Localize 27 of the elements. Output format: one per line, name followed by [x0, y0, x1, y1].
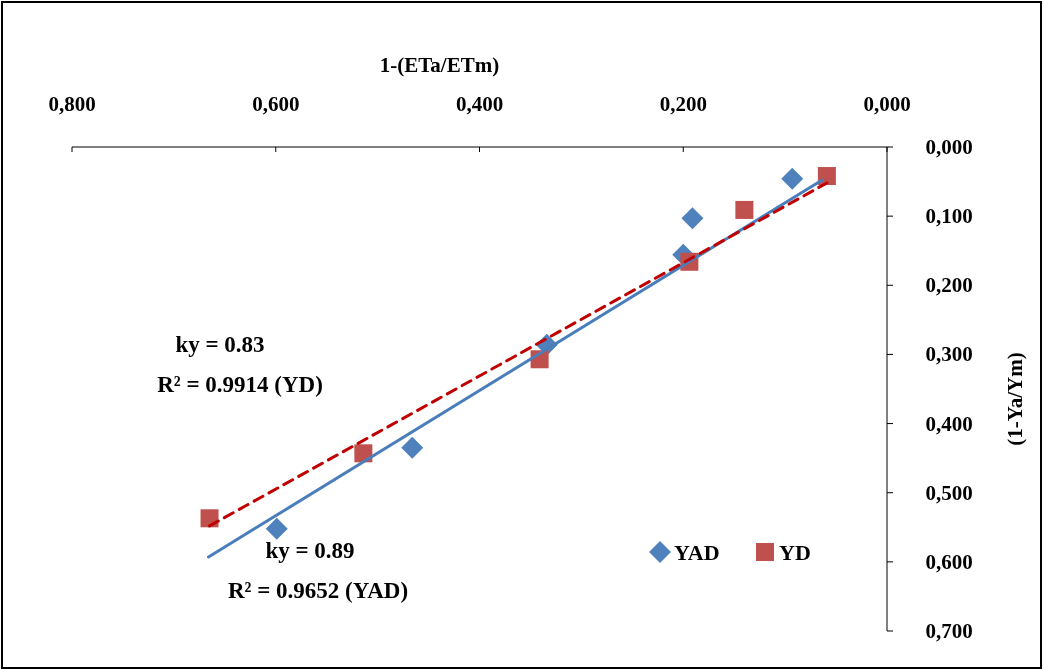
y-tick-label: 0,600: [925, 549, 973, 574]
annotation: R² = 0.9914 (YD): [157, 372, 323, 397]
x-tick-label: 0,000: [863, 92, 911, 116]
y-tick-label: 0,000: [925, 135, 973, 159]
legend-label: YAD: [674, 540, 720, 565]
x-tick-label: 0,400: [455, 92, 504, 116]
y-tick-label: 0,500: [925, 480, 973, 505]
point: [735, 200, 754, 219]
y-tick-label: 0,300: [925, 342, 973, 367]
legend-label: YD: [779, 540, 811, 565]
y-axis-title: (1-Ya/Ym): [1003, 352, 1027, 446]
point: [265, 517, 288, 540]
x-tick-label: 0,200: [659, 92, 707, 116]
point: [817, 167, 836, 186]
x-tick-label: 0,800: [48, 92, 96, 116]
point: [781, 167, 804, 190]
y-tick-label: 0,700: [925, 619, 973, 643]
annotation: ky = 0.83: [175, 332, 265, 357]
y-tick-label: 0,200: [925, 273, 973, 298]
point: [401, 436, 424, 459]
annotation: ky = 0.89: [265, 538, 355, 563]
y-tick-label: 0,400: [925, 411, 973, 436]
y-tick-label: 0,100: [925, 204, 973, 229]
x-axis-title: 1-(ETa/ETm): [379, 53, 500, 77]
annotation: R² = 0.9652 (YAD): [227, 578, 409, 603]
point: [681, 207, 704, 230]
x-tick-label: 0,600: [252, 92, 300, 116]
